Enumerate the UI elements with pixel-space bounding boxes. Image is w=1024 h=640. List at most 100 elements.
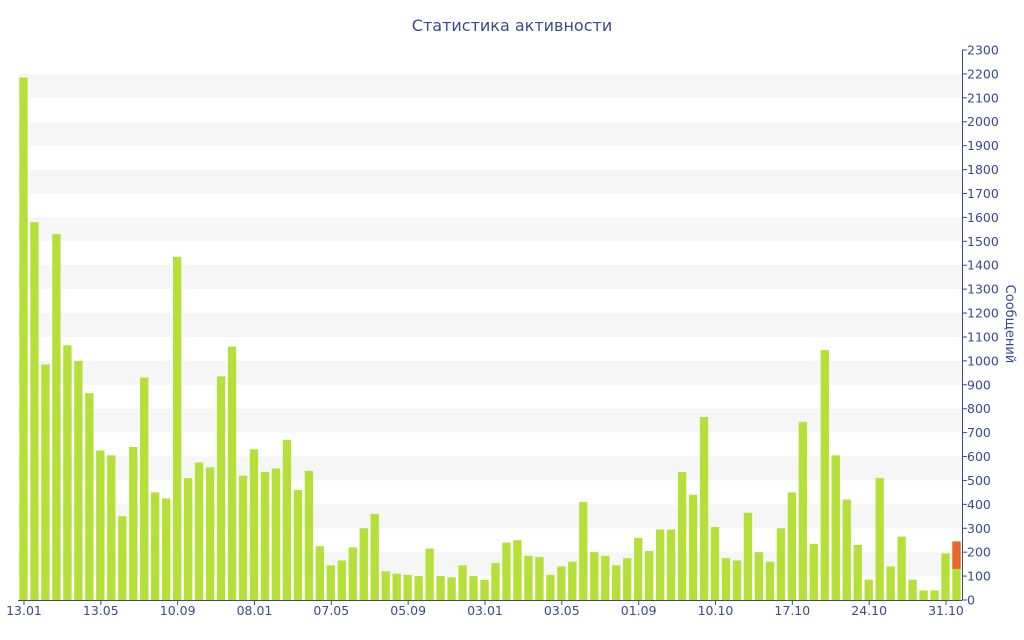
bar[interactable] [798, 421, 808, 600]
bar[interactable] [74, 360, 83, 600]
bar[interactable] [63, 345, 72, 600]
bar[interactable] [172, 256, 182, 600]
grid-bands [18, 73, 962, 577]
bar[interactable] [260, 472, 270, 600]
bar[interactable] [634, 537, 643, 600]
bar[interactable] [557, 566, 566, 600]
bar[interactable] [776, 528, 786, 600]
y-tick-label: 2200 [967, 66, 999, 81]
bar[interactable] [579, 501, 588, 600]
bar[interactable] [227, 346, 237, 600]
bar[interactable] [436, 576, 445, 600]
bar[interactable] [655, 529, 665, 600]
bar[interactable] [491, 562, 500, 600]
y-tick-label: 1600 [967, 210, 999, 225]
bar[interactable] [831, 455, 840, 600]
bar[interactable] [52, 234, 61, 600]
bar[interactable] [688, 494, 698, 600]
y-axis-ticks: 0 100 200 300 400 500 600 700 800 900 1000 1100 1200… [962, 43, 999, 608]
y-tick-label: 600 [967, 449, 991, 464]
bar[interactable] [853, 545, 862, 600]
bar[interactable] [370, 513, 379, 600]
bar[interactable] [96, 450, 105, 600]
y-tick-label: 1800 [967, 162, 999, 177]
bar[interactable] [864, 579, 873, 600]
y-axis-label: Сообщений [1002, 285, 1017, 364]
bar[interactable] [118, 516, 127, 600]
bar[interactable] [205, 467, 215, 600]
bar[interactable] [162, 498, 171, 600]
bar[interactable] [337, 560, 346, 600]
bar[interactable] [524, 555, 533, 600]
bar[interactable] [447, 577, 456, 600]
bar[interactable] [699, 417, 709, 600]
bar[interactable] [535, 556, 544, 600]
bar[interactable] [293, 490, 303, 600]
bar[interactable] [809, 543, 818, 600]
x-tick-label: 10.09 [160, 603, 196, 618]
grid-band [18, 73, 962, 98]
bar[interactable] [952, 541, 961, 600]
bar[interactable] [151, 492, 160, 600]
bar[interactable] [315, 546, 325, 600]
bar[interactable] [875, 478, 884, 600]
bar[interactable] [897, 536, 906, 600]
bar[interactable] [502, 542, 511, 600]
bar[interactable] [326, 565, 336, 600]
bar[interactable] [414, 576, 423, 600]
bar[interactable] [623, 558, 632, 600]
bar[interactable] [85, 393, 94, 600]
bar[interactable] [140, 377, 149, 600]
bar[interactable] [129, 446, 138, 600]
bar[interactable] [710, 527, 720, 600]
bars [19, 77, 961, 601]
bar[interactable] [282, 439, 292, 600]
bar[interactable] [941, 553, 950, 600]
bar[interactable] [886, 566, 895, 600]
bar[interactable] [403, 574, 412, 600]
bar[interactable] [216, 376, 226, 600]
bar[interactable] [754, 552, 764, 600]
bar[interactable] [183, 478, 193, 600]
bar[interactable] [513, 540, 522, 600]
bar[interactable] [568, 561, 577, 600]
bar[interactable] [820, 350, 829, 600]
bar[interactable] [919, 590, 928, 600]
bar[interactable] [765, 561, 775, 600]
bar[interactable] [238, 475, 248, 600]
bar[interactable] [787, 492, 797, 600]
bar[interactable] [732, 560, 742, 600]
bar[interactable] [41, 364, 50, 600]
bar[interactable] [677, 472, 687, 600]
bar[interactable] [480, 579, 489, 600]
bar[interactable] [107, 455, 116, 600]
bar[interactable] [644, 550, 654, 600]
bar[interactable] [612, 565, 621, 600]
bar[interactable] [381, 571, 390, 600]
bar[interactable] [425, 548, 434, 600]
bar[interactable] [601, 555, 610, 600]
bar[interactable] [666, 529, 676, 600]
bar-highlight[interactable] [952, 541, 961, 569]
bar[interactable] [842, 499, 851, 600]
x-tick-label: 24.10 [851, 603, 887, 618]
bar[interactable] [469, 576, 478, 600]
x-tick-label: 03.01 [467, 603, 503, 618]
bar[interactable] [721, 558, 731, 600]
bar[interactable] [271, 468, 281, 600]
x-tick-label: 13.05 [83, 603, 119, 618]
bar[interactable] [590, 552, 599, 600]
bar[interactable] [392, 573, 401, 600]
bar[interactable] [194, 462, 204, 601]
bar[interactable] [348, 547, 357, 600]
bar[interactable] [546, 574, 555, 600]
bar[interactable] [359, 528, 368, 600]
bar[interactable] [458, 565, 467, 600]
bar[interactable] [908, 579, 917, 600]
bar[interactable] [30, 222, 39, 601]
bar[interactable] [930, 590, 939, 600]
bar[interactable] [743, 512, 753, 600]
bar[interactable] [304, 470, 314, 600]
bar[interactable] [249, 449, 259, 600]
bar[interactable] [19, 77, 28, 601]
